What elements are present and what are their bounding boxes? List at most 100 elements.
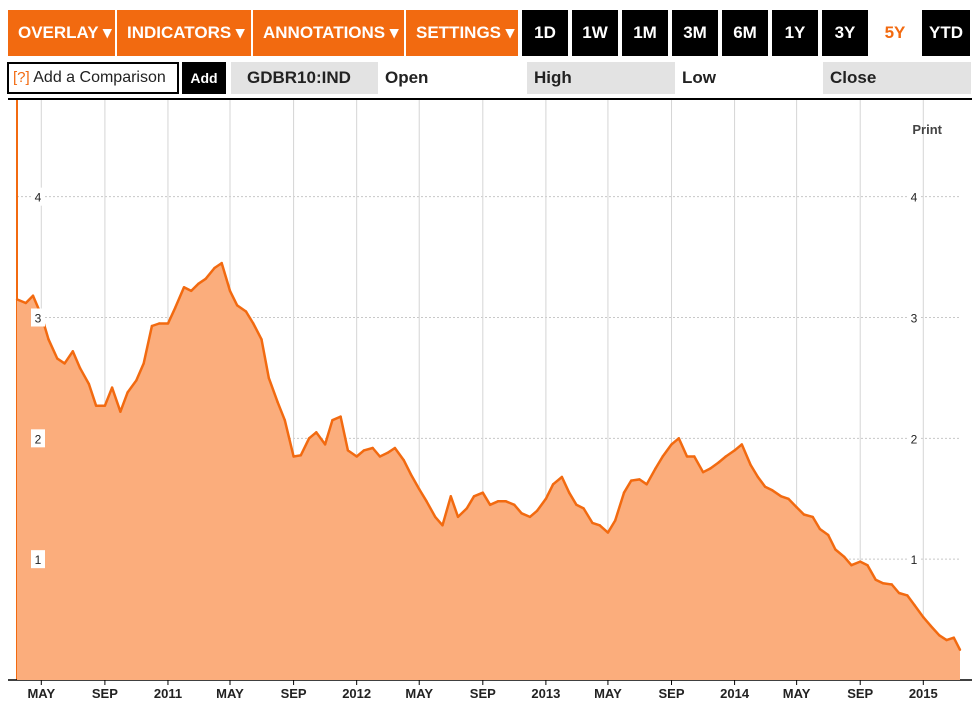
data-point: [78, 367, 82, 370]
period-1w-button[interactable]: 1W: [572, 10, 620, 56]
data-point: [630, 479, 633, 482]
x-tick-label: SEP: [847, 686, 873, 701]
data-point: [606, 531, 610, 534]
print-link[interactable]: Print: [912, 122, 942, 137]
data-point: [802, 513, 806, 516]
data-point: [323, 443, 327, 446]
data-point: [362, 449, 366, 452]
data-point: [441, 524, 444, 527]
comparison-input[interactable]: [?] Add a Comparison: [7, 62, 179, 94]
data-point: [182, 286, 186, 289]
data-point: [56, 357, 59, 360]
data-point: [378, 455, 382, 458]
yield-area: [17, 263, 960, 680]
data-point: [481, 491, 484, 494]
data-point: [94, 404, 98, 407]
data-point: [283, 419, 286, 422]
data-point: [938, 634, 941, 637]
data-point: [614, 519, 617, 522]
y-axis-ticks: 1 1 2 2 3 3 4 4: [31, 187, 921, 569]
period-1d-button[interactable]: 1D: [522, 10, 570, 56]
help-icon[interactable]: [?]: [13, 69, 30, 86]
data-point: [528, 515, 532, 519]
data-point: [24, 301, 27, 305]
add-comparison-button[interactable]: Add: [182, 62, 226, 94]
data-point: [150, 324, 154, 328]
data-point: [779, 495, 783, 498]
data-point: [952, 636, 955, 639]
overlay-menu[interactable]: OVERLAY ▾: [8, 10, 117, 56]
x-tick-label: SEP: [281, 686, 307, 701]
data-point: [551, 483, 555, 486]
data-point: [260, 338, 263, 341]
high-label: High: [527, 62, 675, 94]
x-tick-label: SEP: [659, 686, 685, 701]
annotations-menu[interactable]: ANNOTATIONS ▾: [253, 10, 406, 56]
data-point: [881, 582, 885, 585]
data-point: [236, 304, 239, 307]
data-point: [622, 491, 626, 494]
period-5y-button[interactable]: 5Y: [872, 10, 920, 56]
period-3y-button[interactable]: 3Y: [822, 10, 870, 56]
x-tick-label: 2011: [154, 686, 182, 701]
ticker-symbol: GDBR10:IND: [231, 62, 378, 94]
data-point: [866, 564, 869, 567]
data-point: [598, 524, 601, 527]
settings-menu[interactable]: SETTINGS ▾: [406, 10, 520, 56]
data-point: [15, 298, 19, 301]
data-point: [497, 500, 500, 503]
data-point: [560, 475, 564, 479]
x-tick-label: MAY: [783, 686, 811, 701]
data-point: [110, 386, 114, 389]
indicators-menu[interactable]: INDICATORS ▾: [117, 10, 253, 56]
data-point: [693, 455, 696, 458]
data-point: [958, 648, 962, 651]
data-point: [402, 458, 405, 462]
data-point: [393, 446, 397, 450]
data-point: [488, 503, 492, 506]
data-point: [47, 338, 50, 341]
data-point: [267, 376, 270, 380]
y-tick-label-left: 4: [35, 191, 42, 205]
data-point: [119, 410, 122, 413]
period-1m-button[interactable]: 1M: [622, 10, 670, 56]
period-6m-button[interactable]: 6M: [722, 10, 770, 56]
x-tick-label: MAY: [405, 686, 433, 701]
data-point: [71, 350, 75, 353]
x-tick-label: MAY: [594, 686, 622, 701]
data-point: [756, 475, 760, 479]
data-point: [906, 594, 909, 597]
comparison-placeholder: Add a Comparison: [33, 69, 166, 86]
period-ytd-button[interactable]: YTD: [922, 10, 972, 56]
close-label: Close: [823, 62, 971, 94]
data-point: [582, 507, 585, 510]
data-point: [661, 455, 664, 458]
x-tick-label: 2012: [342, 686, 371, 701]
period-1y-button[interactable]: 1Y: [772, 10, 820, 56]
x-tick-label: SEP: [470, 686, 496, 701]
open-label: Open: [385, 68, 429, 87]
data-point: [740, 443, 743, 446]
data-point: [645, 483, 648, 486]
data-point: [913, 603, 916, 607]
data-point: [292, 455, 295, 458]
y-tick-bg-left: [31, 550, 45, 569]
data-point: [425, 500, 428, 503]
data-point: [638, 478, 641, 481]
data-point: [355, 455, 358, 458]
data-point: [252, 322, 255, 325]
data-point: [135, 379, 138, 382]
y-tick-label-left: 1: [35, 553, 42, 567]
data-point: [897, 591, 901, 595]
x-tick-label: 2013: [531, 686, 560, 701]
chart-top-border: [8, 98, 972, 100]
data-point: [859, 560, 862, 563]
y-tick-label-right: 1: [911, 553, 918, 567]
x-tick-label: 2015: [909, 686, 938, 701]
y-tick-label-left: 3: [35, 312, 42, 326]
period-3m-button[interactable]: 3M: [672, 10, 720, 56]
data-point: [204, 277, 207, 280]
data-point: [685, 455, 689, 458]
quote-bar: [?] Add a Comparison Add GDBR10:IND Open…: [0, 62, 980, 98]
